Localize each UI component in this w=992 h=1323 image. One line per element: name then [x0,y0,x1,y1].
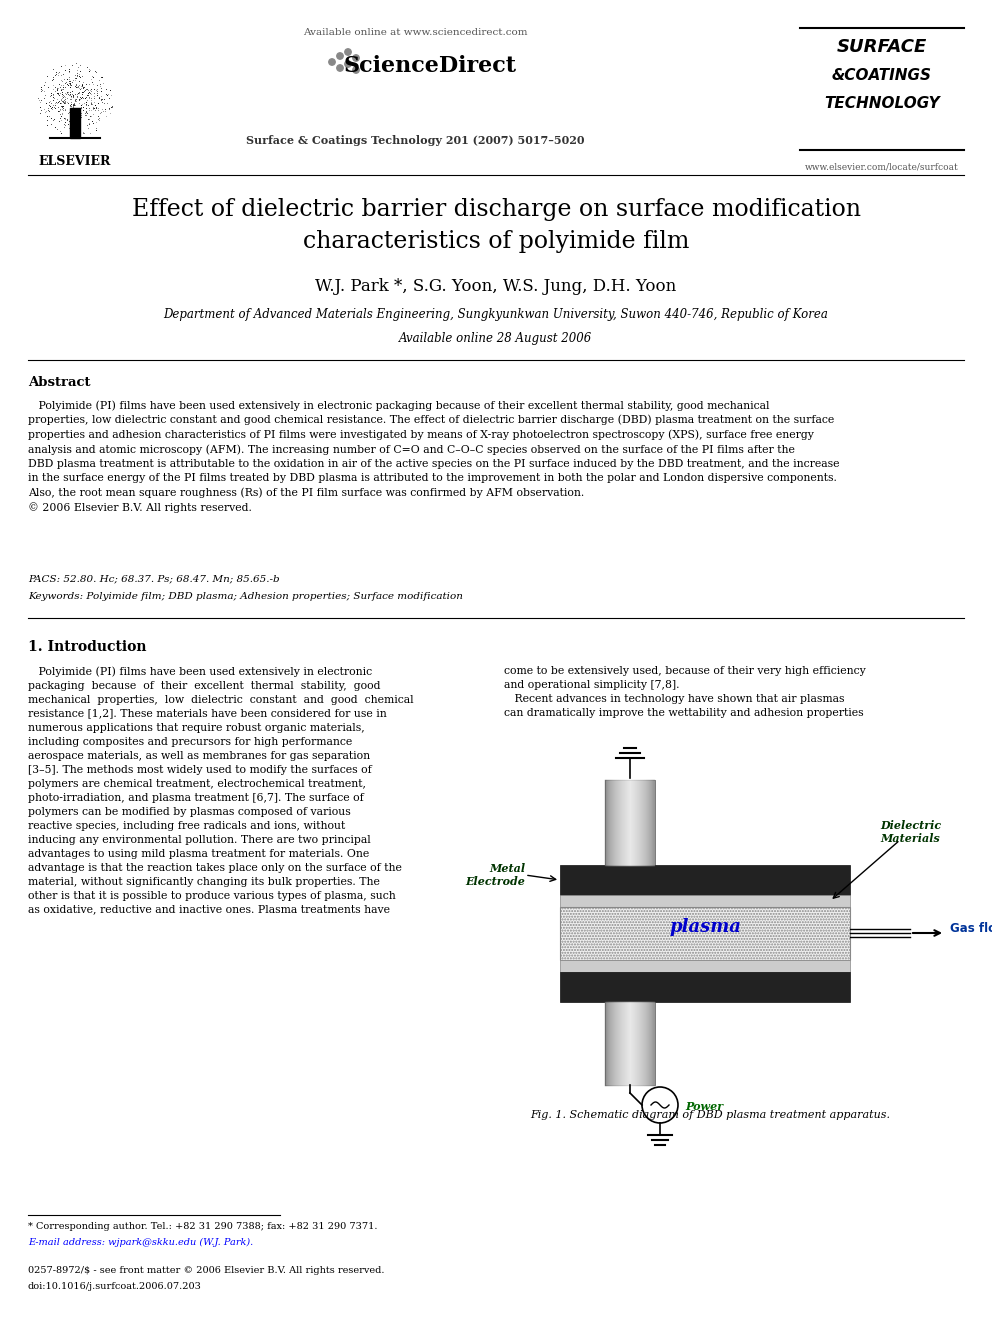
Text: 1. Introduction: 1. Introduction [28,640,147,654]
Text: &COATINGS: &COATINGS [832,67,932,83]
Bar [560,960,850,972]
Text: Dielectric
Materials: Dielectric Materials [880,820,941,844]
Text: 0257-8972/$ - see front matter © 2006 Elsevier B.V. All rights reserved.: 0257-8972/$ - see front matter © 2006 El… [28,1266,385,1275]
Bar [560,894,850,908]
Text: ELSEVIER: ELSEVIER [39,155,111,168]
Bar [560,972,850,1002]
Text: Gas flow: Gas flow [950,922,992,935]
Text: * Corresponding author. Tel.: +82 31 290 7388; fax: +82 31 290 7371.: * Corresponding author. Tel.: +82 31 290… [28,1222,378,1230]
Circle shape [337,65,343,71]
Text: ScienceDirect: ScienceDirect [343,56,517,77]
Text: Fig. 1. Schematic diagram of DBD plasma treatment apparatus.: Fig. 1. Schematic diagram of DBD plasma … [530,1110,890,1121]
Circle shape [353,66,359,73]
Text: Department of Advanced Materials Engineering, Sungkyunkwan University, Suwon 440: Department of Advanced Materials Enginee… [164,308,828,321]
Text: plasma: plasma [669,918,741,935]
Text: Power: Power [685,1102,723,1113]
Text: characteristics of polyimide film: characteristics of polyimide film [303,230,689,253]
Bar [70,108,80,138]
Text: doi:10.1016/j.surfcoat.2006.07.203: doi:10.1016/j.surfcoat.2006.07.203 [28,1282,202,1291]
Bar [605,1002,655,1085]
Text: www.elsevier.com/locate/surfcoat: www.elsevier.com/locate/surfcoat [806,161,959,171]
Text: PACS: 52.80. Hc; 68.37. Ps; 68.47. Mn; 85.65.-b: PACS: 52.80. Hc; 68.37. Ps; 68.47. Mn; 8… [28,574,280,583]
Text: Effect of dielectric barrier discharge on surface modification: Effect of dielectric barrier discharge o… [132,198,860,221]
Text: SURFACE: SURFACE [837,38,928,56]
Bar [560,908,850,960]
Text: Metal
Electrode: Metal Electrode [465,863,525,886]
Circle shape [345,49,351,56]
Text: Polyimide (PI) films have been used extensively in electronic
packaging  because: Polyimide (PI) films have been used exte… [28,665,414,914]
Circle shape [345,61,351,67]
Circle shape [328,58,335,65]
Text: Polyimide (PI) films have been used extensively in electronic packaging because : Polyimide (PI) films have been used exte… [28,400,839,513]
Text: Keywords: Polyimide film; DBD plasma; Adhesion properties; Surface modification: Keywords: Polyimide film; DBD plasma; Ad… [28,591,463,601]
Circle shape [337,53,343,60]
Text: Surface & Coatings Technology 201 (2007) 5017–5020: Surface & Coatings Technology 201 (2007)… [246,135,584,146]
Bar [560,865,850,894]
Text: TECHNOLOGY: TECHNOLOGY [824,97,939,111]
Circle shape [353,54,359,61]
Text: Available online at www.sciencedirect.com: Available online at www.sciencedirect.co… [303,28,528,37]
Bar [605,781,655,865]
Text: Available online 28 August 2006: Available online 28 August 2006 [400,332,592,345]
Text: come to be extensively used, because of their very high efficiency
and operation: come to be extensively used, because of … [504,665,866,718]
Text: E-mail address: wjpark@skku.edu (W.J. Park).: E-mail address: wjpark@skku.edu (W.J. Pa… [28,1238,253,1248]
Text: Abstract: Abstract [28,376,90,389]
Text: W.J. Park *, S.G. Yoon, W.S. Jung, D.H. Yoon: W.J. Park *, S.G. Yoon, W.S. Jung, D.H. … [315,278,677,295]
